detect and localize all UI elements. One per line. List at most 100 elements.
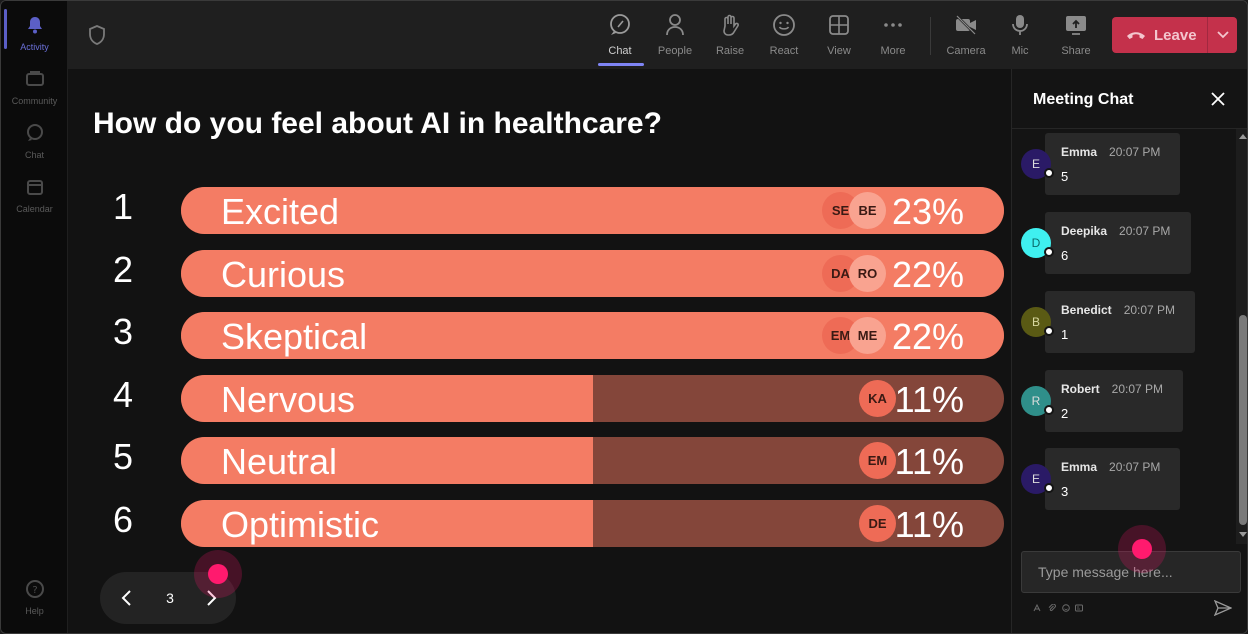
page-number: 3 [166, 590, 174, 606]
chat-message-list: Emma 20:07 PM 5 E Deepika 20:07 PM 6 D Benedict 2… [1012, 129, 1236, 544]
share-button-label: Share [1061, 45, 1091, 57]
chat-icon [610, 14, 630, 35]
option-fill [181, 437, 593, 484]
chevron-left-icon[interactable] [118, 588, 136, 608]
close-icon[interactable] [1210, 91, 1226, 107]
option-percent: 11% [894, 379, 964, 420]
view-button[interactable]: View [813, 11, 865, 63]
message-time: 20:07 PM [1109, 145, 1161, 159]
avatar-initial: E [1031, 157, 1040, 171]
rail-item-chat[interactable]: Chat [1, 113, 68, 163]
meeting-toolbar: Chat People Raise React View More Camera [68, 1, 1247, 69]
people-button-label: People [657, 45, 693, 57]
smile-icon [773, 14, 795, 36]
sender-avatar[interactable]: R [1021, 386, 1054, 416]
cursor-click-indicator [194, 550, 242, 598]
avatar-initial: D [1031, 236, 1041, 250]
react-button-label: React [769, 45, 799, 57]
raise-button-label: Raise [715, 45, 745, 57]
sender-name: Deepika [1061, 224, 1108, 238]
option-number: 6 [112, 499, 134, 540]
message-input-box[interactable] [1021, 551, 1241, 593]
sender-avatar[interactable]: E [1021, 464, 1054, 494]
hang-up-icon [1127, 32, 1145, 39]
bell-icon [27, 17, 42, 34]
option-number: 5 [112, 436, 134, 477]
emoji-icon[interactable] [1062, 604, 1070, 612]
camera-button[interactable]: Camera [940, 11, 992, 63]
send-icon[interactable] [1214, 600, 1232, 616]
option-percent: 23% [891, 191, 964, 232]
voter-avatar: ME [849, 317, 886, 354]
sender-name: Emma [1061, 460, 1098, 474]
message-text: 2 [1061, 406, 1069, 421]
svg-text:?: ? [32, 585, 37, 596]
option-fill [181, 375, 593, 422]
option-label: Neutral [221, 441, 338, 482]
poll-option-bar: Nervous KA 11% [181, 375, 1004, 422]
leave-button[interactable]: Leave [1112, 17, 1237, 53]
scroll-up-arrow-icon[interactable] [1239, 133, 1247, 139]
poll-question: How do you feel about AI in healthcare? [93, 107, 662, 140]
share-button[interactable]: Share [1050, 11, 1102, 63]
rail-label-activity: Activity [20, 42, 49, 52]
rail-item-help[interactable]: ? Help [1, 569, 68, 619]
rail-label-calendar: Calendar [16, 204, 53, 214]
chat-button[interactable]: Chat [594, 11, 646, 63]
chat-message[interactable]: Deepika 20:07 PM 6 [1045, 212, 1191, 274]
rail-item-community[interactable]: Community [1, 59, 68, 109]
more-button[interactable]: More [867, 11, 919, 63]
message-input[interactable] [1022, 552, 1240, 592]
presence-indicator [1044, 326, 1054, 336]
option-fill [181, 500, 593, 547]
poll-stage: How do you feel about AI in healthcare? … [68, 69, 1011, 633]
sender-name: Robert [1061, 382, 1100, 396]
more-button-label: More [880, 45, 906, 57]
message-time: 20:07 PM [1119, 224, 1171, 238]
mic-button[interactable]: Mic [994, 11, 1046, 63]
shield-icon[interactable] [88, 25, 106, 45]
option-percent: 11% [894, 441, 964, 482]
chat-message[interactable]: Emma 20:07 PM 5 [1045, 133, 1180, 195]
raise-hand-button[interactable]: Raise [704, 11, 756, 63]
chat-message[interactable]: Benedict 20:07 PM 1 [1045, 291, 1195, 353]
camera-off-icon [956, 15, 976, 35]
rail-item-calendar[interactable]: Calendar [1, 167, 68, 217]
person-icon [666, 14, 684, 36]
leave-label: Leave [1154, 26, 1197, 44]
sender-avatar[interactable]: B [1021, 307, 1054, 337]
chevron-right-icon[interactable] [202, 588, 220, 608]
leave-options-chevron[interactable] [1208, 28, 1237, 42]
chevron-down-icon [1216, 31, 1229, 39]
message-time: 20:07 PM [1109, 460, 1161, 474]
poll-option-bar: Optimistic DE 11% [181, 500, 1004, 547]
sender-avatar[interactable]: D [1021, 228, 1054, 258]
leave-main[interactable]: Leave [1112, 17, 1208, 53]
cursor-click-indicator [1118, 525, 1166, 573]
app-rail: Activity Community Chat Calendar ? Help [1, 1, 68, 633]
poll-option-bar: Curious DA RO 22% [181, 250, 1004, 297]
sender-name: Emma [1061, 145, 1098, 159]
sender-avatar[interactable]: E [1021, 149, 1054, 179]
chat-message[interactable]: Robert 20:07 PM 2 [1045, 370, 1183, 432]
community-icon [25, 71, 44, 86]
hand-icon [723, 14, 739, 36]
rail-item-activity[interactable]: Activity [1, 5, 68, 55]
rail-active-indicator [4, 9, 7, 49]
attach-icon[interactable] [1048, 604, 1056, 612]
voter-avatar: DE [859, 505, 896, 542]
option-label: Curious [221, 254, 346, 295]
scrollbar-thumb[interactable] [1239, 315, 1247, 525]
chat-scrollbar[interactable] [1236, 129, 1247, 544]
format-icon[interactable] [1033, 604, 1041, 612]
avatar-initial: B [1031, 315, 1040, 329]
meeting-chat-panel: Meeting Chat Emma 20:07 PM 5 E Deepika 20:07 … [1011, 69, 1247, 633]
people-button[interactable]: People [649, 11, 701, 63]
react-button[interactable]: React [758, 11, 810, 63]
grid-view-icon [829, 15, 849, 35]
chat-message[interactable]: Emma 20:07 PM 3 [1045, 448, 1180, 510]
scroll-down-arrow-icon[interactable] [1239, 532, 1247, 538]
active-tab-underline [598, 63, 644, 66]
gif-icon[interactable] [1075, 604, 1083, 612]
